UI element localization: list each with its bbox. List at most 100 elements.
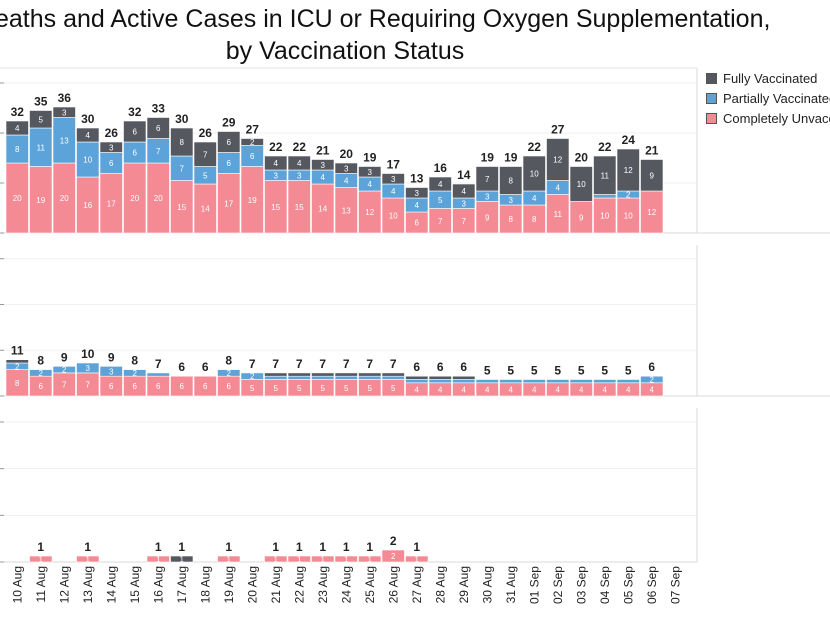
segment-value-label: 13 bbox=[342, 206, 351, 215]
segment-value-label: 6 bbox=[156, 382, 161, 391]
segment-value-label: 3 bbox=[391, 175, 396, 184]
bar-segment bbox=[640, 159, 664, 192]
x-tick-label: 07 Sep bbox=[668, 566, 682, 604]
bar-segment bbox=[452, 375, 476, 380]
bar-total-label: 7 bbox=[390, 357, 397, 371]
segment-value-label: 15 bbox=[177, 203, 186, 212]
bar-segment bbox=[334, 555, 358, 563]
legend-item-partially-vaccinated[interactable]: Partially Vaccinated bbox=[706, 88, 830, 108]
segment-value-label: 8 bbox=[509, 215, 514, 224]
legend-item-completely-unvaccinated[interactable]: Completely Unvaccinated bbox=[706, 108, 830, 128]
bar-segment bbox=[287, 375, 311, 380]
segment-value-label: 3 bbox=[274, 171, 279, 180]
bar-segment bbox=[405, 555, 429, 563]
bar-segment bbox=[428, 375, 452, 380]
bar-segment bbox=[52, 106, 76, 118]
segment-value-label: 6 bbox=[39, 382, 44, 391]
bar-total-label: 7 bbox=[296, 357, 303, 371]
bar-segment bbox=[358, 555, 382, 563]
segment-value-label: 5 bbox=[203, 171, 208, 180]
bar-segment bbox=[569, 379, 593, 384]
bar-total-label: 5 bbox=[578, 364, 585, 378]
x-tick-label: 21 Aug bbox=[269, 566, 283, 603]
bar-total-label: 32 bbox=[11, 105, 25, 119]
bar-segment bbox=[240, 372, 264, 380]
bar-total-label: 5 bbox=[554, 364, 561, 378]
segment-value-label: 17 bbox=[107, 199, 116, 208]
segment-value-label: 6 bbox=[156, 124, 161, 133]
bar-total-label: 5 bbox=[531, 364, 538, 378]
bar-segment bbox=[29, 555, 53, 563]
bar-segment bbox=[405, 375, 429, 380]
x-tick-label: 19 Aug bbox=[222, 566, 236, 603]
x-tick-label: 28 Aug bbox=[433, 566, 447, 603]
bar-segment bbox=[123, 120, 147, 143]
segment-value-label: 4 bbox=[321, 173, 326, 182]
segment-value-label: 1 bbox=[180, 555, 185, 564]
bar-segment bbox=[381, 549, 405, 563]
bar-segment bbox=[358, 375, 382, 380]
segment-value-label: 1 bbox=[227, 555, 232, 564]
bar-total-label: 6 bbox=[178, 360, 185, 374]
legend-item-fully-vaccinated[interactable]: Fully Vaccinated bbox=[706, 68, 830, 88]
segment-value-label: 1 bbox=[368, 555, 373, 564]
bar-segment bbox=[170, 555, 194, 563]
bar-segment bbox=[29, 369, 53, 377]
bar-total-label: 26 bbox=[105, 126, 119, 140]
bar-total-label: 35 bbox=[34, 95, 48, 109]
segment-value-label: 4 bbox=[556, 184, 561, 193]
segment-value-label: 3 bbox=[62, 108, 67, 117]
segment-value-label: 7 bbox=[485, 175, 490, 184]
x-tick-label: 16 Aug bbox=[151, 566, 165, 603]
segment-value-label: 3 bbox=[109, 143, 114, 152]
bar-total-label: 22 bbox=[269, 140, 283, 154]
x-tick-label: 04 Sep bbox=[598, 566, 612, 604]
bar-total-label: 11 bbox=[11, 344, 24, 358]
legend-swatch-completely-unvaccinated bbox=[706, 112, 717, 124]
bar-segment bbox=[240, 138, 264, 146]
x-tick-label: 27 Aug bbox=[410, 566, 424, 603]
bar-segment bbox=[217, 131, 241, 153]
bar-segment bbox=[522, 379, 546, 384]
bar-total-label: 30 bbox=[81, 112, 95, 126]
bar-segment bbox=[264, 155, 288, 171]
bar-segment bbox=[170, 375, 194, 397]
segment-value-label: 4 bbox=[391, 187, 396, 196]
bar-total-label: 7 bbox=[249, 357, 256, 371]
bar-total-label: 7 bbox=[272, 357, 279, 371]
x-tick-label: 13 Aug bbox=[81, 566, 95, 603]
x-tick-label: 26 Aug bbox=[386, 566, 400, 603]
segment-value-label: 3 bbox=[368, 168, 373, 177]
legend-swatch-partially-vaccinated bbox=[706, 92, 717, 104]
segment-value-label: 12 bbox=[553, 156, 562, 165]
segment-value-label: 7 bbox=[180, 164, 185, 173]
segment-value-label: 5 bbox=[344, 384, 349, 393]
bar-segment bbox=[593, 194, 617, 199]
bar-segment bbox=[170, 127, 194, 157]
segment-value-label: 1 bbox=[274, 555, 279, 564]
segment-value-label: 3 bbox=[485, 192, 490, 201]
bar-segment bbox=[334, 375, 358, 380]
bar-total-label: 6 bbox=[460, 360, 467, 374]
chart-title-line2: by Vaccination Status bbox=[225, 37, 465, 65]
segment-value-label: 4 bbox=[650, 385, 655, 394]
segment-value-label: 2 bbox=[250, 372, 255, 381]
segment-value-label: 15 bbox=[271, 203, 280, 212]
segment-value-label: 4 bbox=[368, 180, 373, 189]
x-tick-label: 25 Aug bbox=[363, 566, 377, 603]
bar-total-label: 27 bbox=[551, 123, 565, 137]
segment-value-label: 20 bbox=[13, 194, 22, 203]
bar-segment bbox=[405, 187, 429, 199]
bar-segment bbox=[499, 166, 523, 195]
x-tick-label: 31 Aug bbox=[504, 566, 518, 603]
bar-total-label: 19 bbox=[481, 151, 495, 165]
segment-value-label: 14 bbox=[201, 205, 210, 214]
bar-segment bbox=[616, 379, 640, 384]
bar-segment bbox=[217, 369, 241, 377]
bar-total-label: 1 bbox=[178, 540, 185, 554]
x-tick-label: 10 Aug bbox=[10, 566, 24, 603]
bar-total-label: 27 bbox=[246, 123, 260, 137]
bar-segment bbox=[640, 375, 664, 384]
bar-total-label: 13 bbox=[410, 172, 424, 186]
bar-total-label: 9 bbox=[61, 350, 68, 364]
